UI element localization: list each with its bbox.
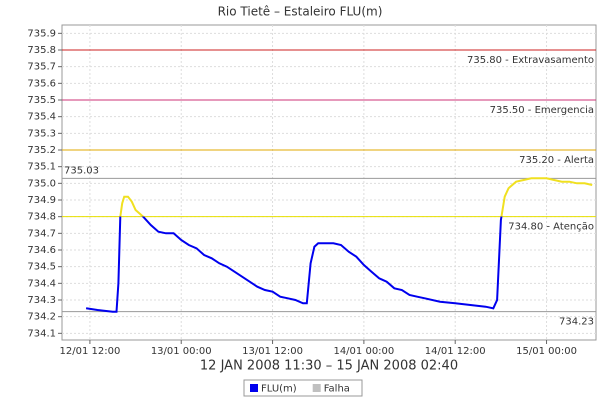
x-tick-label: 13/01 12:00 bbox=[242, 346, 303, 357]
y-tick-label: 734.6 bbox=[27, 245, 56, 256]
legend: FLU(m) Falha bbox=[243, 379, 363, 397]
threshold-label: 735.80 - Extravasamento bbox=[467, 55, 594, 66]
y-tick-label: 734.3 bbox=[27, 295, 56, 306]
legend-box bbox=[243, 379, 363, 397]
x-axis-label: 12 JAN 2008 11:30 – 15 JAN 2008 02:40 bbox=[200, 359, 458, 374]
y-tick-label: 735.3 bbox=[27, 128, 56, 139]
y-tick-label: 735.4 bbox=[27, 112, 56, 123]
threshold-label: 734.80 - Atenção bbox=[508, 222, 594, 233]
y-tick-label: 734.7 bbox=[27, 228, 56, 239]
y-tick-label: 734.4 bbox=[27, 278, 56, 289]
legend-label: Falha bbox=[324, 384, 350, 395]
threshold-label: 735.20 - Alerta bbox=[519, 155, 594, 166]
y-tick-label: 735.0 bbox=[27, 178, 56, 189]
x-tick-label: 12/01 12:00 bbox=[59, 346, 120, 357]
threshold-label: 734.23 bbox=[559, 317, 594, 328]
y-tick-label: 735.8 bbox=[27, 45, 56, 56]
y-tick-label: 735.7 bbox=[27, 62, 56, 73]
chart-title: Rio Tietê – Estaleiro FLU(m) bbox=[218, 5, 383, 19]
plot-area bbox=[61, 24, 597, 341]
x-tick-label: 14/01 12:00 bbox=[425, 346, 486, 357]
x-tick-label: 13/01 00:00 bbox=[151, 346, 212, 357]
y-tick-label: 734.5 bbox=[27, 262, 56, 273]
data-line bbox=[85, 177, 593, 313]
y-tick-label: 735.9 bbox=[27, 28, 56, 39]
y-tick-label: 734.9 bbox=[27, 195, 56, 206]
y-tick-label: 735.5 bbox=[27, 95, 56, 106]
threshold-label: 735.03 bbox=[64, 165, 99, 176]
y-tick-label: 735.6 bbox=[27, 78, 56, 89]
y-tick-label: 734.1 bbox=[27, 328, 56, 339]
legend-swatch bbox=[312, 384, 321, 392]
y-tick-label: 734.2 bbox=[27, 312, 56, 323]
threshold-label: 735.50 - Emergencia bbox=[490, 105, 594, 116]
legend-swatch bbox=[250, 384, 258, 392]
x-tick-label: 14/01 00:00 bbox=[333, 346, 394, 357]
y-tick-label: 735.1 bbox=[27, 162, 56, 173]
legend-label: FLU(m) bbox=[261, 384, 297, 395]
y-tick-label: 734.8 bbox=[27, 212, 56, 223]
y-tick-label: 735.2 bbox=[27, 145, 56, 156]
x-tick-label: 15/01 00:00 bbox=[516, 346, 577, 357]
